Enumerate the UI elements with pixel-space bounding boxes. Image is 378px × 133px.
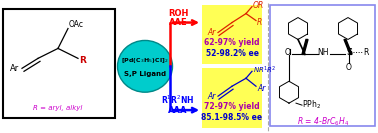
Polygon shape (302, 40, 308, 54)
Text: NR$^1$R$^2$: NR$^1$R$^2$ (253, 65, 276, 76)
Text: S: S (346, 48, 352, 57)
FancyBboxPatch shape (3, 9, 115, 118)
Text: PPh$_2$: PPh$_2$ (302, 99, 321, 111)
Text: ROH: ROH (168, 9, 188, 18)
Text: R = 4-BrC$_6$H$_4$: R = 4-BrC$_6$H$_4$ (297, 116, 349, 128)
Text: Ar: Ar (207, 92, 215, 101)
Text: O: O (285, 48, 291, 57)
Text: OAc: OAc (69, 20, 84, 29)
Text: AAA: AAA (168, 106, 188, 115)
Text: R = aryl, alkyl: R = aryl, alkyl (33, 105, 83, 111)
Text: 85.1-98.5% ee: 85.1-98.5% ee (201, 113, 263, 122)
Polygon shape (344, 40, 352, 54)
FancyBboxPatch shape (270, 5, 375, 126)
Text: R: R (363, 48, 369, 57)
Text: 72-97% yield: 72-97% yield (204, 102, 260, 111)
Text: NH: NH (317, 48, 329, 57)
Text: Ar: Ar (207, 28, 215, 37)
Text: O: O (346, 63, 352, 72)
Text: Ar: Ar (10, 64, 19, 73)
FancyBboxPatch shape (202, 5, 262, 64)
FancyBboxPatch shape (202, 68, 262, 128)
Text: R: R (257, 18, 262, 27)
Text: R: R (79, 56, 86, 65)
Text: R$^1$R$^2$NH: R$^1$R$^2$NH (161, 94, 195, 106)
Text: AAE: AAE (169, 18, 187, 27)
Text: [Pd(C$_3$H$_5$)Cl]$_2$: [Pd(C$_3$H$_5$)Cl]$_2$ (121, 56, 169, 65)
Text: 52-98.2% ee: 52-98.2% ee (206, 49, 259, 58)
Ellipse shape (118, 40, 172, 92)
Text: 62-97% yield: 62-97% yield (204, 38, 260, 47)
Text: OR: OR (253, 1, 264, 10)
Text: Ar: Ar (257, 84, 265, 93)
Text: S,P Ligand: S,P Ligand (124, 71, 166, 77)
